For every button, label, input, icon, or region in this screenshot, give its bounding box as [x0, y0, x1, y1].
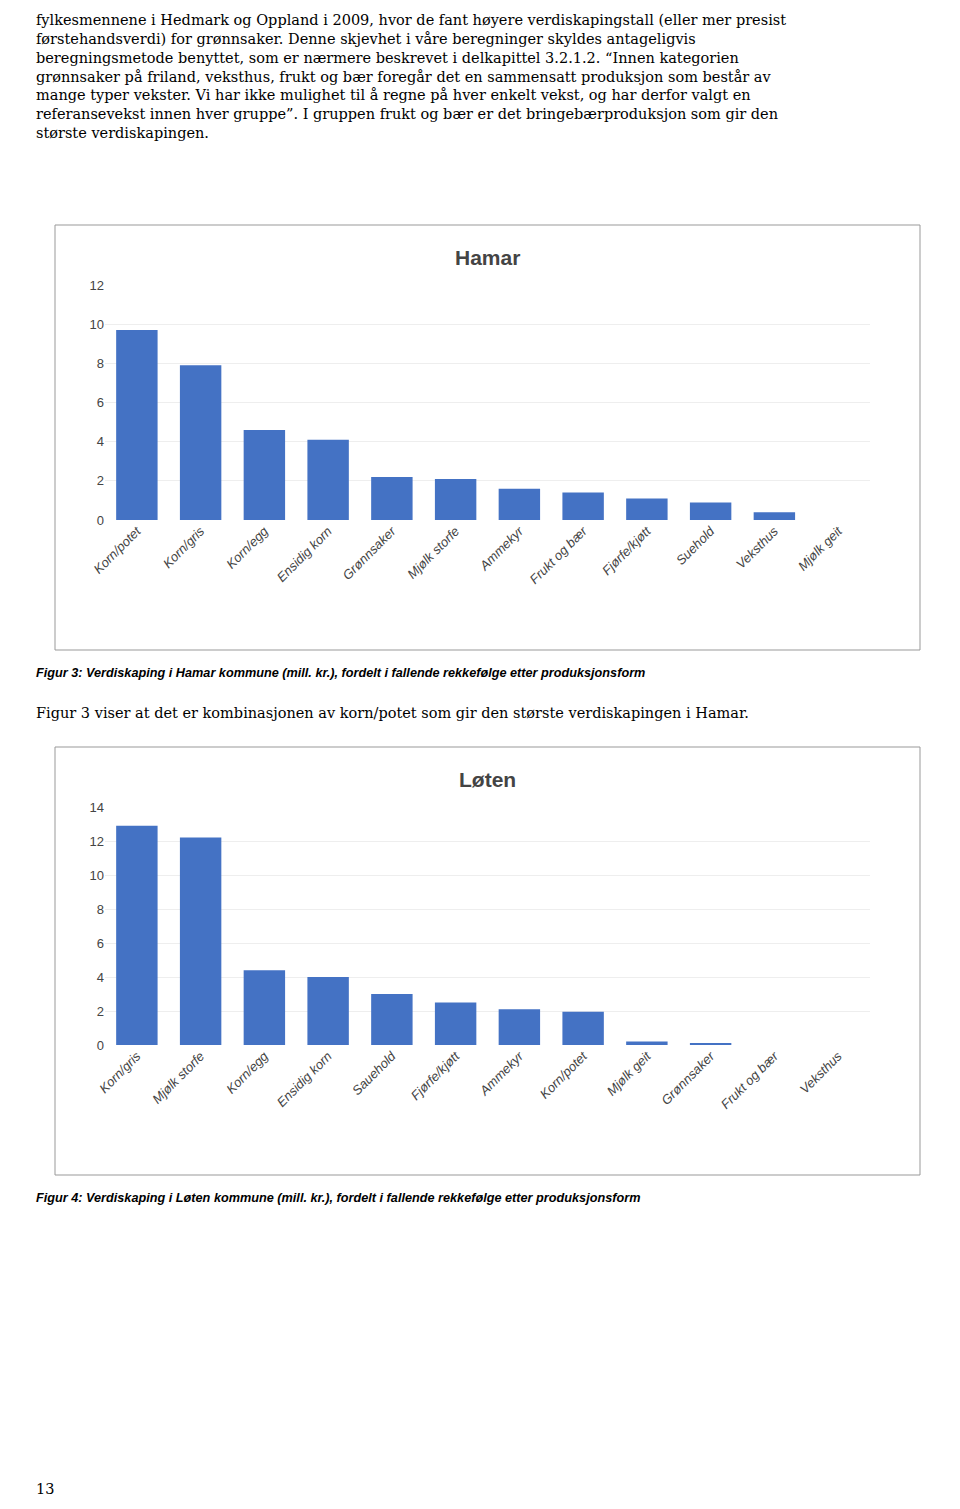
svg-text:Mjølk storfe: Mjølk storfe: [149, 1049, 207, 1107]
svg-text:Løten: Løten: [459, 768, 516, 791]
svg-text:Mjølk geit: Mjølk geit: [795, 523, 846, 574]
svg-text:8: 8: [97, 356, 104, 371]
svg-text:Frukt og bær: Frukt og bær: [527, 523, 591, 587]
svg-text:Mjølk storfe: Mjølk storfe: [404, 524, 462, 582]
svg-text:fylkesmennene i Hedmark og Opp: fylkesmennene i Hedmark og Oppland i 200…: [36, 12, 786, 141]
svg-text:12: 12: [90, 278, 104, 293]
svg-text:6: 6: [97, 395, 104, 410]
svg-text:Grønnsaker: Grønnsaker: [339, 523, 399, 583]
svg-text:Korn/gris: Korn/gris: [96, 1048, 144, 1096]
svg-text:Frukt og bær: Frukt og bær: [718, 1048, 782, 1112]
svg-text:Fjørfe/kjøtt: Fjørfe/kjøtt: [599, 523, 655, 579]
svg-text:Korn/egg: Korn/egg: [223, 523, 271, 571]
svg-text:Korn/egg: Korn/egg: [223, 1048, 271, 1096]
svg-text:14: 14: [90, 800, 104, 815]
svg-text:4: 4: [97, 434, 104, 449]
svg-text:Mjølk geit: Mjølk geit: [604, 1048, 655, 1099]
svg-text:Korn/potet: Korn/potet: [537, 1048, 591, 1102]
svg-text:Veksthus: Veksthus: [797, 1048, 845, 1096]
svg-text:4: 4: [97, 970, 104, 985]
svg-text:Sauehold: Sauehold: [349, 1048, 399, 1098]
svg-text:Ensidig korn: Ensidig korn: [274, 1049, 335, 1110]
svg-text:10: 10: [90, 868, 104, 883]
svg-text:6: 6: [97, 936, 104, 951]
svg-text:13: 13: [36, 1481, 54, 1497]
svg-text:Korn/potet: Korn/potet: [91, 523, 145, 577]
svg-text:Ammekyr: Ammekyr: [476, 523, 527, 574]
svg-text:2: 2: [97, 473, 104, 488]
svg-text:Figur 3 viser at det er kombin: Figur 3 viser at det er kombinasjonen av…: [36, 705, 749, 721]
svg-text:Grønnsaker: Grønnsaker: [658, 1048, 718, 1108]
svg-text:2: 2: [97, 1004, 104, 1019]
svg-text:12: 12: [90, 834, 104, 849]
svg-text:10: 10: [90, 317, 104, 332]
svg-text:Veksthus: Veksthus: [733, 523, 781, 571]
svg-text:Korn/gris: Korn/gris: [160, 523, 208, 571]
svg-text:Suehold: Suehold: [673, 523, 718, 568]
svg-text:0: 0: [97, 513, 104, 528]
svg-text:0: 0: [97, 1038, 104, 1053]
svg-text:Figur 4: Verdiskaping i Løten: Figur 4: Verdiskaping i Løten kommune (m…: [36, 1191, 640, 1205]
svg-text:8: 8: [97, 902, 104, 917]
svg-text:Fjørfe/kjøtt: Fjørfe/kjøtt: [408, 1048, 464, 1104]
svg-text:Ensidig korn: Ensidig korn: [274, 524, 335, 585]
svg-text:Figur 3: Verdiskaping i Hamar: Figur 3: Verdiskaping i Hamar kommune (m…: [36, 666, 645, 680]
svg-text:Ammekyr: Ammekyr: [476, 1048, 527, 1099]
svg-text:Hamar: Hamar: [455, 246, 520, 269]
